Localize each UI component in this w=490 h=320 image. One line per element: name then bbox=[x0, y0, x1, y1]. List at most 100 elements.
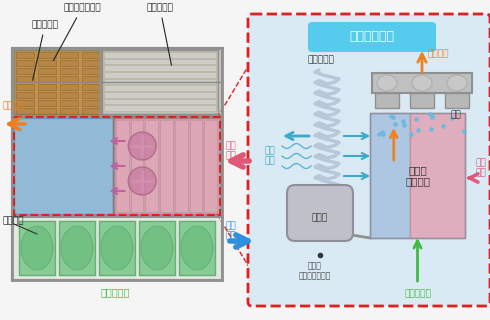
FancyBboxPatch shape bbox=[287, 185, 353, 241]
Ellipse shape bbox=[101, 226, 133, 270]
Bar bbox=[19, 221, 55, 275]
Bar bbox=[60, 60, 78, 66]
Text: 室内
給気: 室内 給気 bbox=[265, 146, 275, 166]
Bar bbox=[38, 100, 56, 106]
Bar bbox=[60, 92, 78, 98]
Bar bbox=[38, 108, 56, 114]
Bar bbox=[60, 76, 78, 82]
Bar bbox=[375, 93, 399, 108]
Bar bbox=[82, 60, 100, 66]
FancyBboxPatch shape bbox=[248, 14, 490, 306]
Bar bbox=[16, 76, 34, 82]
Bar bbox=[104, 59, 216, 64]
Bar bbox=[175, 120, 188, 212]
Bar bbox=[14, 50, 102, 114]
Bar bbox=[204, 120, 217, 212]
Bar bbox=[38, 60, 56, 66]
Bar bbox=[370, 113, 410, 238]
Bar bbox=[60, 100, 78, 106]
Text: 冷媒コイル: 冷媒コイル bbox=[307, 55, 334, 65]
Bar bbox=[99, 221, 135, 275]
FancyBboxPatch shape bbox=[308, 22, 436, 52]
Bar bbox=[12, 48, 222, 280]
Ellipse shape bbox=[21, 226, 53, 270]
Ellipse shape bbox=[128, 132, 156, 160]
Text: 排出外気: 排出外気 bbox=[2, 101, 24, 110]
Bar bbox=[104, 85, 216, 91]
Bar bbox=[190, 120, 202, 212]
Text: 冷却用外気: 冷却用外気 bbox=[404, 290, 431, 299]
Text: 蒸発式熱交換器: 蒸発式熱交換器 bbox=[53, 4, 101, 60]
Bar bbox=[60, 52, 78, 58]
Ellipse shape bbox=[412, 75, 432, 91]
Bar bbox=[38, 92, 56, 98]
Bar bbox=[179, 221, 215, 275]
Text: 室内
還気: 室内 還気 bbox=[476, 158, 487, 178]
Bar bbox=[372, 73, 472, 93]
Text: 冷却用外気: 冷却用外気 bbox=[100, 287, 130, 297]
Text: 散水ノズル: 散水ノズル bbox=[31, 20, 58, 80]
Text: 室内
給気: 室内 給気 bbox=[225, 221, 236, 241]
Bar bbox=[82, 108, 100, 114]
Text: 排出外気: 排出外気 bbox=[427, 50, 448, 59]
Bar bbox=[104, 65, 216, 71]
Bar bbox=[38, 52, 56, 58]
Ellipse shape bbox=[447, 75, 467, 91]
Bar bbox=[38, 84, 56, 90]
Bar bbox=[160, 120, 173, 212]
Bar bbox=[104, 92, 216, 98]
Bar bbox=[14, 117, 220, 215]
Bar bbox=[146, 120, 158, 212]
Bar bbox=[104, 79, 216, 84]
Bar bbox=[60, 84, 78, 90]
Bar bbox=[16, 60, 34, 66]
Bar bbox=[38, 76, 56, 82]
Bar bbox=[82, 76, 100, 82]
Ellipse shape bbox=[377, 75, 397, 91]
Bar bbox=[16, 100, 34, 106]
Text: 散水: 散水 bbox=[451, 110, 462, 119]
Bar bbox=[410, 93, 434, 108]
Bar bbox=[38, 68, 56, 74]
Text: 冷却の仕組み: 冷却の仕組み bbox=[349, 30, 394, 44]
Bar bbox=[139, 221, 175, 275]
Bar bbox=[16, 92, 34, 98]
Bar bbox=[102, 50, 218, 114]
Ellipse shape bbox=[128, 167, 156, 195]
Text: 室内
還気: 室内 還気 bbox=[225, 141, 236, 161]
Ellipse shape bbox=[181, 226, 213, 270]
Bar bbox=[16, 68, 34, 74]
Text: 夏期に
不足分のみ冷却: 夏期に 不足分のみ冷却 bbox=[299, 261, 331, 281]
Bar bbox=[12, 216, 222, 280]
Bar bbox=[82, 92, 100, 98]
Bar bbox=[82, 100, 100, 106]
Bar bbox=[16, 108, 34, 114]
Ellipse shape bbox=[61, 226, 93, 270]
Bar bbox=[104, 99, 216, 104]
Bar bbox=[60, 68, 78, 74]
Text: 室内ファン: 室内ファン bbox=[147, 4, 173, 65]
Bar bbox=[410, 113, 465, 238]
Text: 補助熱源: 補助熱源 bbox=[2, 217, 24, 226]
Ellipse shape bbox=[141, 226, 173, 270]
Bar bbox=[116, 120, 128, 212]
Bar bbox=[60, 108, 78, 114]
Bar bbox=[104, 105, 216, 111]
Bar bbox=[16, 84, 34, 90]
Bar bbox=[16, 52, 34, 58]
Bar bbox=[82, 68, 100, 74]
Bar bbox=[59, 221, 95, 275]
Bar bbox=[130, 120, 143, 212]
Text: 圧縮機: 圧縮機 bbox=[312, 213, 328, 222]
Bar bbox=[82, 84, 100, 90]
Bar bbox=[104, 72, 216, 78]
Bar bbox=[14, 118, 113, 214]
Bar bbox=[12, 48, 222, 116]
Bar bbox=[104, 52, 216, 58]
Bar bbox=[114, 118, 220, 214]
Bar bbox=[12, 116, 222, 216]
Bar bbox=[82, 52, 100, 58]
Bar bbox=[370, 113, 465, 238]
Bar bbox=[445, 93, 469, 108]
Text: 蒸発式
熱交換器: 蒸発式 熱交換器 bbox=[405, 165, 430, 186]
